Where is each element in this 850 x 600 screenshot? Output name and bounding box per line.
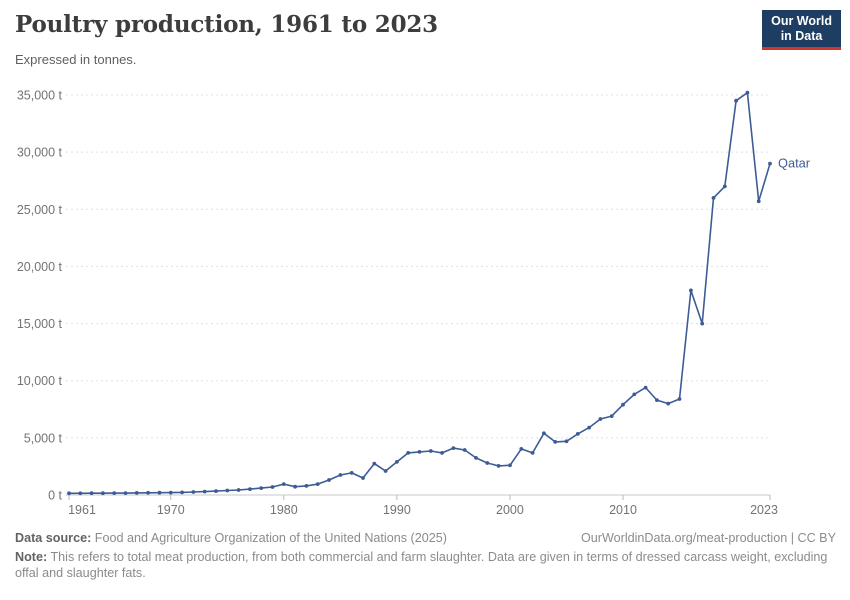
data-point[interactable]: [768, 161, 772, 166]
data-point[interactable]: [655, 398, 659, 402]
data-point[interactable]: [575, 432, 580, 436]
data-point[interactable]: [734, 98, 738, 103]
y-tick-label: 10,000 t: [17, 374, 63, 388]
x-tick-label: 2000: [496, 503, 524, 517]
data-point[interactable]: [519, 447, 524, 451]
owid-logo-line1: Our World: [771, 14, 832, 28]
data-point[interactable]: [89, 491, 94, 496]
data-point[interactable]: [621, 402, 625, 407]
data-point[interactable]: [281, 482, 286, 486]
chart-note-value: This refers to total meat production, fr…: [15, 550, 828, 580]
data-point[interactable]: [722, 184, 727, 189]
data-point[interactable]: [598, 417, 603, 421]
data-point[interactable]: [756, 199, 761, 204]
data-point[interactable]: [293, 484, 297, 489]
chart-footer: Data source: Food and Agriculture Organi…: [15, 531, 836, 581]
data-point[interactable]: [451, 446, 456, 450]
data-point[interactable]: [508, 463, 512, 468]
x-tick-label: 1961: [68, 503, 96, 517]
x-tick-label: 1980: [270, 503, 298, 517]
data-point[interactable]: [383, 469, 388, 473]
data-point[interactable]: [689, 288, 693, 293]
y-tick-label: 0 t: [48, 489, 62, 503]
data-point[interactable]: [711, 196, 716, 200]
data-point[interactable]: [180, 490, 185, 495]
qatar-series-line[interactable]: [68, 91, 771, 495]
owid-logo-line2: in Data: [780, 29, 823, 43]
data-point[interactable]: [157, 490, 162, 495]
line-chart-canvas: 0 t 5,000 t 10,000 t 15,000 t 20,000 t 25,000…: [17, 89, 811, 518]
data-point[interactable]: [361, 476, 365, 480]
data-point[interactable]: [112, 491, 117, 495]
page-title: Poultry production, 1961 to 2023: [15, 11, 438, 38]
data-point[interactable]: [315, 482, 320, 486]
data-point[interactable]: [485, 461, 490, 465]
data-point[interactable]: [372, 461, 377, 466]
owid-license-link[interactable]: OurWorldinData.org/meat-production | CC …: [580, 531, 836, 545]
data-source-text: Data source: Food and Agriculture Organi…: [15, 531, 447, 545]
data-point[interactable]: [225, 488, 230, 493]
data-point[interactable]: [270, 485, 275, 489]
data-point[interactable]: [146, 490, 151, 495]
chart-note-label: Note:: [15, 550, 48, 564]
data-point[interactable]: [304, 484, 309, 488]
data-point[interactable]: [643, 385, 648, 390]
data-point[interactable]: [338, 473, 343, 477]
data-point[interactable]: [327, 478, 331, 482]
data-point[interactable]: [440, 451, 444, 455]
data-point[interactable]: [191, 490, 196, 494]
data-point[interactable]: [168, 490, 173, 495]
data-point[interactable]: [236, 488, 241, 492]
data-point[interactable]: [428, 449, 433, 453]
data-point[interactable]: [134, 491, 139, 495]
data-point[interactable]: [609, 414, 614, 418]
chart-note: Note: This refers to total meat producti…: [15, 550, 836, 581]
data-point[interactable]: [632, 392, 637, 397]
data-source-value: Food and Agriculture Organization of the…: [91, 531, 447, 545]
data-point[interactable]: [666, 401, 671, 406]
data-point[interactable]: [587, 425, 591, 430]
data-point[interactable]: [349, 471, 354, 475]
chart-subtitle: Expressed in tonnes.: [15, 52, 137, 67]
x-tick-label: 1970: [157, 503, 185, 517]
data-point[interactable]: [530, 451, 535, 455]
y-tick-label: 15,000 t: [17, 317, 63, 331]
y-tick-label: 20,000 t: [17, 260, 63, 274]
data-source-label: Data source:: [15, 531, 92, 545]
data-point[interactable]: [496, 464, 501, 468]
data-point[interactable]: [214, 489, 218, 493]
data-point[interactable]: [564, 439, 569, 444]
data-point[interactable]: [474, 456, 478, 460]
data-point[interactable]: [123, 491, 128, 495]
data-point[interactable]: [101, 491, 105, 496]
data-point[interactable]: [259, 486, 264, 490]
y-tick-label: 5,000 t: [24, 431, 63, 445]
data-point[interactable]: [677, 397, 682, 401]
data-point[interactable]: [202, 489, 207, 494]
x-tick-label: 2010: [609, 503, 637, 517]
data-point[interactable]: [462, 448, 467, 452]
owid-logo[interactable]: Our World in Data: [762, 10, 841, 50]
data-point[interactable]: [417, 450, 422, 454]
data-point[interactable]: [78, 491, 83, 496]
y-tick-label: 25,000 t: [17, 203, 63, 217]
entity-label[interactable]: Qatar: [778, 156, 811, 171]
y-tick-label: 35,000 t: [17, 89, 63, 103]
y-tick-label: 30,000 t: [17, 146, 63, 160]
x-tick-label: 2023: [750, 503, 778, 517]
data-point[interactable]: [542, 431, 546, 436]
data-point[interactable]: [395, 460, 399, 464]
data-point[interactable]: [67, 491, 71, 496]
data-point[interactable]: [553, 440, 558, 444]
data-point[interactable]: [406, 451, 411, 455]
x-tick-label: 1990: [383, 503, 411, 517]
data-point[interactable]: [700, 321, 705, 326]
data-point[interactable]: [248, 487, 252, 491]
data-point[interactable]: [745, 90, 750, 95]
